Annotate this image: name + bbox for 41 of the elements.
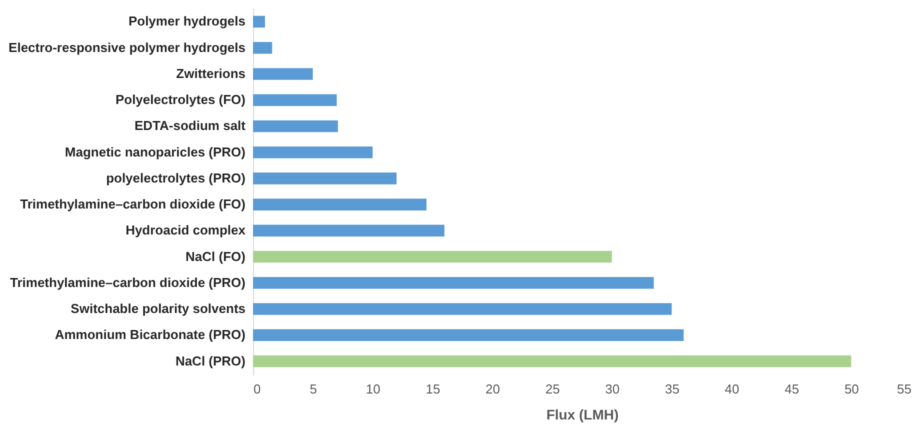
y-tick-label: NaCl (FO) — [186, 248, 246, 264]
bar — [253, 277, 654, 289]
bar — [253, 303, 672, 315]
bar — [253, 68, 313, 80]
bar — [253, 42, 272, 54]
x-tick-label: 30 — [605, 382, 620, 396]
x-tick-label: 5 — [310, 382, 317, 396]
y-tick-label: Magnetic nanoparicles (PRO) — [64, 144, 246, 160]
y-tick-label: polyelectrolytes (PRO) — [106, 170, 246, 186]
x-tick-label: 10 — [366, 382, 380, 396]
bar — [253, 224, 444, 237]
bar — [253, 250, 612, 263]
x-tick-label: 50 — [844, 382, 859, 396]
x-axis-title: Flux (LMH) — [546, 406, 619, 422]
bar — [253, 120, 338, 132]
bar — [253, 146, 373, 158]
y-tick-label: NaCl (PRO) — [175, 353, 246, 368]
y-tick-label: Ammonium Bicarbonate (PRO) — [54, 327, 246, 342]
y-tick-label: EDTA-sodium salt — [134, 118, 246, 134]
y-tick-label: Polyelectrolytes (FO) — [115, 92, 246, 108]
x-tick-label: 15 — [426, 382, 440, 396]
x-tick-label: 40 — [724, 382, 740, 396]
bar — [253, 355, 852, 368]
y-tick-label: Electro-responsive polymer hydrogels — [8, 40, 246, 55]
y-tick-label: Hydroacid complex — [126, 222, 246, 238]
y-tick-label: Switchable polarity solvents — [70, 301, 246, 316]
bar — [253, 172, 397, 184]
x-tick-label: 0 — [254, 382, 261, 396]
x-tick-label: 25 — [545, 382, 560, 396]
y-tick-label: Polymer hydrogels — [128, 14, 246, 29]
y-tick-label: Trimethylamine–carbon dioxide (PRO) — [10, 274, 246, 290]
x-tick-label: 55 — [897, 382, 912, 396]
bar — [253, 16, 265, 28]
x-tick-label: 35 — [664, 382, 680, 396]
bar — [253, 94, 337, 106]
x-tick-label: 45 — [784, 382, 800, 396]
y-tick-label: Trimethylamine–carbon dioxide (FO) — [20, 196, 246, 212]
bar — [253, 329, 684, 342]
x-tick-label: 20 — [486, 382, 500, 396]
y-tick-label: Zwitterions — [176, 66, 246, 81]
bar — [253, 198, 426, 210]
